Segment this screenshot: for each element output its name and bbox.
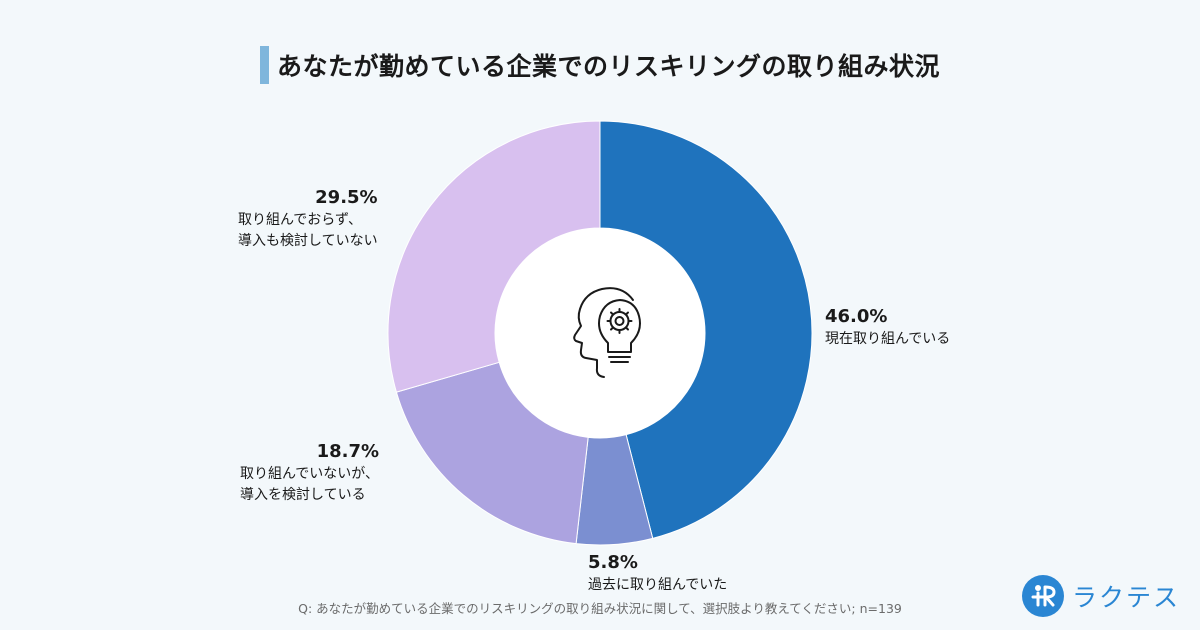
slice-label-considering: 18.7% 取り組んでいないが、 導入を検討している xyxy=(240,440,379,506)
slice-pct: 29.5% xyxy=(315,187,378,208)
slice-desc-line: 導入も検討していない xyxy=(238,233,378,249)
slice-desc-line: 取り組んでいないが、 xyxy=(240,466,380,482)
logo-mark xyxy=(1031,585,1056,607)
brand-name: ラクテス xyxy=(1071,583,1180,612)
title-accent-bar xyxy=(259,46,269,84)
slice-pct: 5.8% xyxy=(588,552,638,573)
brand: ラクテス xyxy=(1021,575,1180,617)
chart-title: あなたが勤めている企業でのリスキリングの取り組み状況 xyxy=(276,52,940,81)
head-gear-lightbulb-icon xyxy=(573,287,641,378)
slice-pct: 46.0% xyxy=(825,306,888,327)
slice-desc-line: 過去に取り組んでいた xyxy=(588,577,728,593)
raktes-logo-icon xyxy=(1021,575,1064,617)
slice-pct: 18.7% xyxy=(316,441,380,462)
slice-desc-line: 導入を検討している xyxy=(240,487,366,503)
slice-label-past: 5.8% 過去に取り組んでいた xyxy=(588,551,727,596)
slice-label-current: 46.0% 現在取り組んでいる xyxy=(825,305,950,350)
slice-desc-line: 現在取り組んでいる xyxy=(825,331,951,347)
slice-desc-line: 取り組んでおらず、 xyxy=(238,212,363,228)
survey-footnote: Q: あなたが勤めている企業でのリスキリングの取り組み状況に関して、選択肢より教… xyxy=(298,601,902,616)
slice-label-not-considering: 29.5% 取り組んでおらず、 導入も検討していない xyxy=(238,186,378,252)
chart-title-wrap: あなたが勤めている企業でのリスキリングの取り組み状況 xyxy=(0,46,1200,84)
